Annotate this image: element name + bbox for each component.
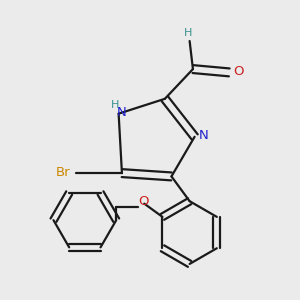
Text: N: N	[117, 106, 127, 118]
Text: H: H	[184, 28, 192, 38]
Text: O: O	[138, 195, 149, 208]
Text: O: O	[233, 65, 244, 78]
Text: H: H	[111, 100, 119, 110]
Text: Br: Br	[56, 166, 70, 178]
Text: N: N	[199, 129, 209, 142]
